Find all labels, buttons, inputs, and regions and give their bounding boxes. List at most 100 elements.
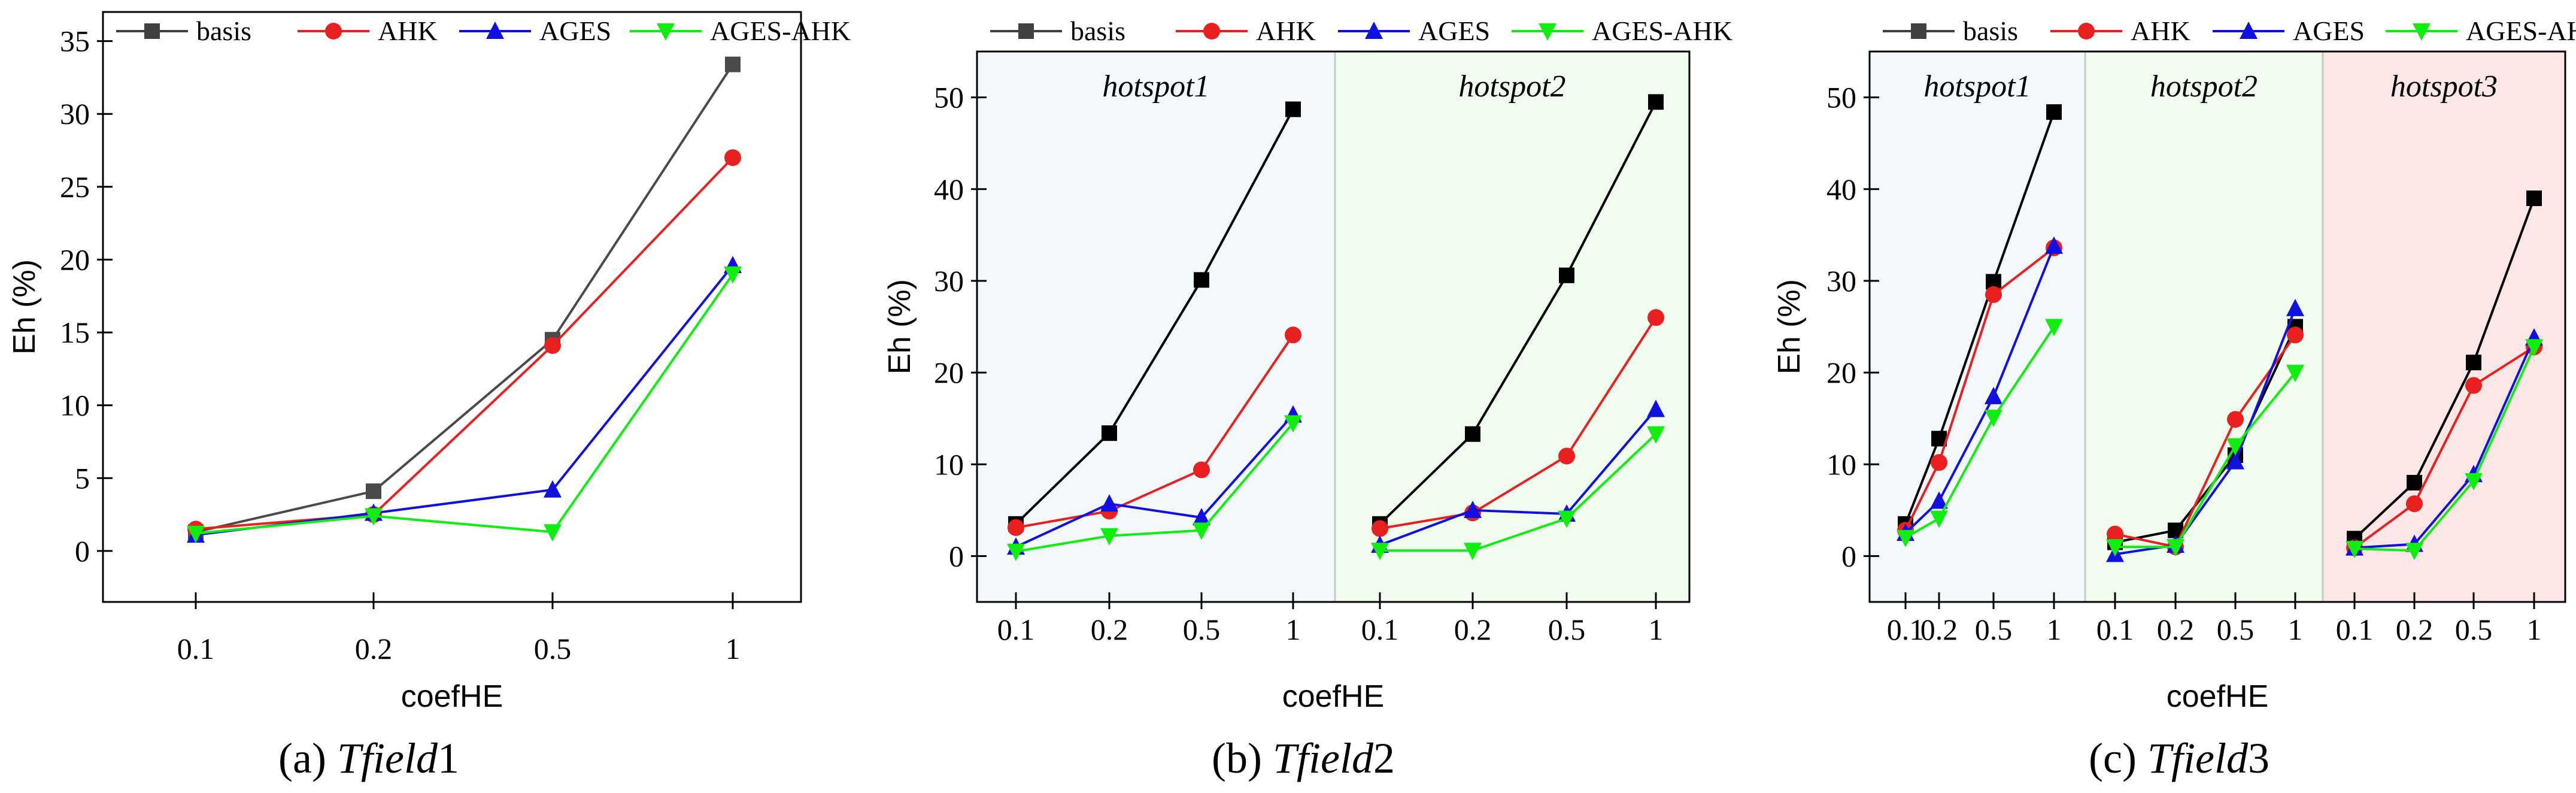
series-line-ahk: [1904, 247, 2055, 531]
series-line-ahk: [2353, 346, 2535, 549]
legend-marker-ages-ahk: [657, 23, 675, 41]
data-point-basis: [366, 483, 381, 500]
series-line-ages-ahk: [2354, 346, 2535, 552]
y-tick-label: 35: [60, 25, 90, 58]
data-point-ages: [1100, 494, 1118, 512]
y-tick-label: 20: [1826, 356, 1856, 389]
data-point-ages-ahk: [2465, 473, 2483, 491]
series-line-ahk: [1015, 334, 1294, 529]
data-point-ahk: [2465, 377, 2482, 394]
data-point-ages-ahk: [2286, 365, 2304, 383]
data-point-ahk: [2406, 495, 2423, 513]
data-point-ahk: [1285, 326, 1301, 344]
series-line-ages-ahk: [195, 273, 734, 535]
series-line-ages: [2114, 308, 2296, 556]
x-tick-label: 0.2: [2157, 613, 2195, 646]
legend-label-ages-ahk: AGES-AHK: [1592, 16, 1732, 46]
data-point-ages-ahk: [1371, 543, 1389, 561]
legend: basis AHK AGES AGES-AHK: [1883, 16, 2576, 46]
hotspot-region-1: [977, 52, 1335, 602]
legend-marker-ahk: [2078, 23, 2095, 40]
data-point-ages-ahk: [724, 266, 742, 284]
x-tick-label: 1: [2527, 613, 2542, 646]
x-tick-label: 0.1: [2096, 613, 2134, 646]
data-point-ages: [2286, 298, 2304, 316]
legend-label-ages: AGES: [539, 16, 611, 46]
data-point-ages-ahk: [1930, 510, 1948, 528]
data-point-ahk: [1931, 454, 1947, 471]
data-point-basis: [1102, 425, 1117, 441]
x-tick-label: 0.5: [1548, 613, 1586, 646]
series-line-ages: [2354, 337, 2535, 549]
hotspot-region-2: [1335, 52, 1689, 602]
caption-number: 2: [1373, 734, 1395, 782]
data-point-ahk: [1985, 286, 2002, 303]
x-tick-label: 0.2: [1920, 613, 1958, 646]
data-point-ages-ahk: [187, 525, 205, 543]
data-point-basis: [1285, 101, 1301, 117]
caption-1: (a) Tfield1: [278, 734, 459, 782]
hotspot-region-2: [2085, 52, 2323, 602]
legend-label-ages-ahk: AGES-AHK: [2466, 16, 2576, 46]
y-tick-label: 50: [934, 81, 964, 114]
data-point-ahk: [2107, 525, 2123, 543]
series-line-basis: [1379, 101, 1657, 525]
caption-number: 1: [438, 734, 459, 782]
data-point-ages-ahk: [365, 508, 383, 526]
x-tick-label: 1: [2288, 613, 2303, 646]
y-tick-label: 10: [1826, 447, 1856, 481]
data-point-ahk: [2227, 411, 2244, 428]
data-point-ages-ahk: [1985, 410, 2002, 428]
x-tick-label: 0.5: [1975, 613, 2013, 646]
data-point-ahk: [544, 337, 561, 354]
x-tick-label: 0.1: [177, 632, 215, 665]
data-point-ages-ahk: [2106, 539, 2124, 557]
x-tick-label: 0.5: [1183, 613, 1221, 646]
data-point-ahk: [1193, 461, 1210, 479]
x-tick-label: 0.5: [2455, 613, 2493, 646]
series-line-basis: [1015, 108, 1294, 525]
series-line-ages-ahk: [1905, 326, 2055, 539]
x-tick-label: 0.2: [2396, 613, 2434, 646]
data-point-ages: [1193, 508, 1210, 526]
series-line-ages: [195, 264, 734, 537]
y-tick-label: 20: [934, 356, 964, 389]
chart-panel-2: hotspot1 hotspot2 0 10 20 30 40 50 0.1 0.2 0.5 1 0.1…: [882, 16, 1732, 714]
legend-label-ages: AGES: [2293, 16, 2365, 46]
data-point-ages-ahk: [544, 524, 562, 542]
y-tick-label: 15: [60, 316, 90, 349]
hotspot-label-3: hotspot3: [2390, 69, 2498, 104]
x-tick-label: 0.1: [1361, 613, 1399, 646]
y-axis-label: Eh (%): [1772, 279, 1807, 374]
x-tick-label: 1: [2047, 613, 2062, 646]
legend-marker-basis: [1911, 23, 1926, 39]
data-point-basis: [1465, 426, 1480, 442]
chart-panel-3: hotspot1 hotspot2 hotspot3010203040500.10.…: [1772, 16, 2576, 714]
caption-label: (c): [2089, 734, 2137, 782]
caption-name: Tfield: [337, 734, 438, 782]
series-line-ahk: [2114, 334, 2296, 549]
data-point-ages-ahk: [1647, 426, 1665, 444]
y-tick-label: 5: [75, 461, 90, 495]
data-point-ages: [1464, 500, 1482, 518]
legend-label-ahk: AHK: [378, 16, 438, 46]
data-point-basis: [2526, 190, 2542, 207]
data-point-basis: [2046, 104, 2062, 120]
y-tick-label: 40: [934, 172, 964, 206]
hotspot-region-3: [2323, 52, 2565, 602]
y-tick-label: 30: [1826, 264, 1856, 298]
x-axis-label: coefHE: [1282, 679, 1385, 714]
x-tick-label: 0.2: [355, 632, 393, 665]
data-point-ahk: [1372, 520, 1388, 537]
series-line-ahk: [195, 156, 734, 531]
data-point-ages-ahk: [2167, 539, 2184, 557]
hotspot-label-1: hotspot1: [1923, 69, 2031, 104]
y-tick-label: 30: [60, 97, 90, 131]
hotspot-label-2: hotspot2: [2150, 69, 2258, 104]
x-tick-label: 0.5: [534, 632, 572, 665]
x-tick-label: 0.2: [1091, 613, 1128, 646]
series-line-basis: [2114, 326, 2296, 544]
data-point-basis: [1194, 272, 1209, 288]
hotspot-label-2: hotspot2: [1458, 69, 1565, 104]
